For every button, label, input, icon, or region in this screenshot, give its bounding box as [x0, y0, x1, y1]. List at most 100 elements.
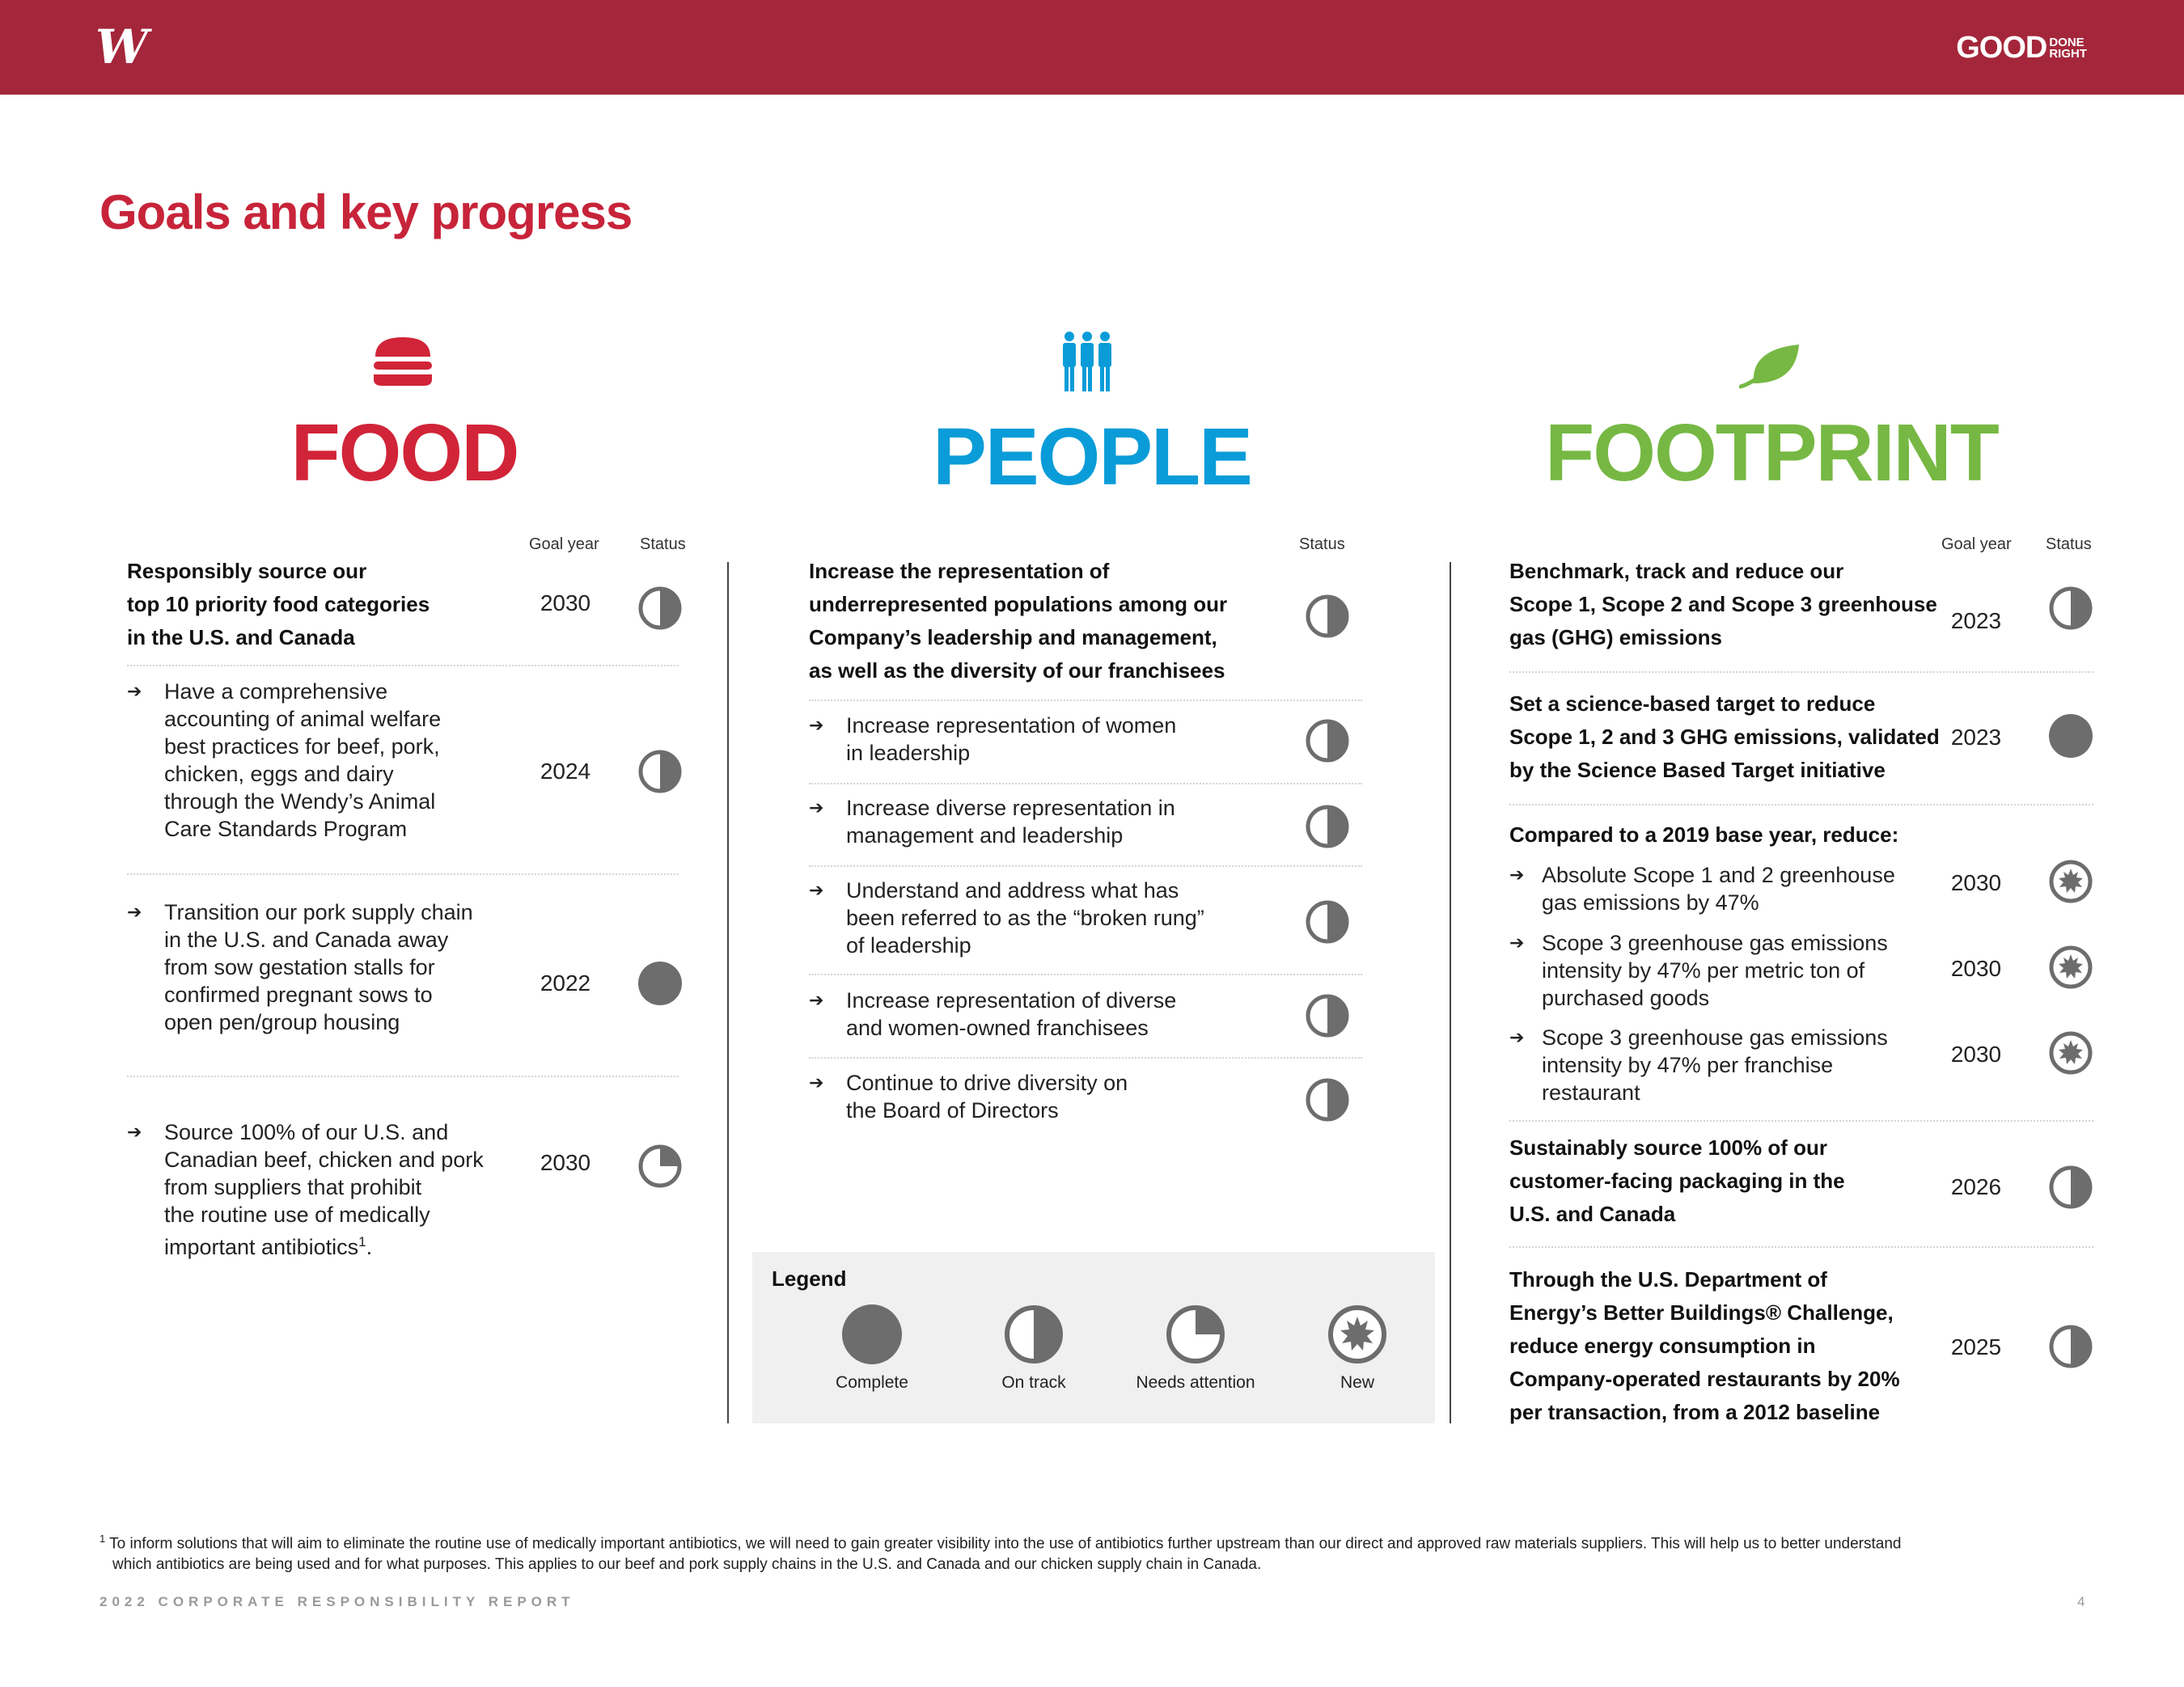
footprint-reduce-heading: Compared to a 2019 base year, reduce: — [1509, 822, 1899, 847]
arrow-icon: ➔ — [809, 715, 824, 735]
footprint-separator-2 — [1509, 804, 2093, 805]
footprint-goal-year-header: Goal year — [1941, 535, 2012, 553]
good-done-right-logo: GOOD DONE RIGHT — [1956, 31, 2087, 65]
food-goal-3-year: 2022 — [540, 970, 591, 996]
pillar-food: FOOD — [290, 408, 520, 498]
food-separator-3 — [127, 1076, 679, 1077]
people-separator-1 — [809, 700, 1362, 701]
on-track-icon — [638, 750, 682, 793]
people-separator-4 — [809, 974, 1362, 975]
new-icon — [2049, 1031, 2093, 1075]
arrow-icon: ➔ — [127, 902, 142, 922]
footprint-reduce-1-year: 2030 — [1950, 870, 2002, 895]
column-divider-left — [727, 562, 729, 1423]
footprint-separator-3 — [1509, 1120, 2093, 1122]
food-goal-1-text: Responsibly source our top 10 priority fo… — [127, 559, 430, 649]
burger-icon — [372, 336, 434, 391]
page-title: Goals and key progress — [99, 185, 633, 239]
legend: Legend Complete On track Needs attention… — [752, 1252, 1435, 1423]
people-goal-2-text: ➔ Increase diverse representation in mana… — [809, 796, 1175, 848]
food-goal-3-text: ➔ Transition our pork supply chain in the… — [127, 900, 473, 1034]
footprint-reduce-2-text: ➔ Scope 3 greenhouse gas emissions intens… — [1509, 931, 1888, 1010]
legend-item-on-track: On track — [961, 1304, 1107, 1393]
footprint-goal-4-text: Through the U.S. Department of Energy’s B… — [1509, 1267, 1900, 1424]
footprint-reduce-3-text: ➔ Scope 3 greenhouse gas emissions intens… — [1509, 1025, 1888, 1105]
pillar-people: PEOPLE — [933, 412, 1253, 502]
people-goal-5-text: ➔ Continue to drive diversity on the Boar… — [809, 1071, 1128, 1123]
arrow-icon: ➔ — [127, 681, 142, 701]
complete-icon — [842, 1304, 902, 1364]
footprint-goal-4-year: 2025 — [1950, 1334, 2002, 1359]
new-icon — [1328, 1305, 1386, 1364]
arrow-icon: ➔ — [1509, 932, 1525, 953]
footprint-separator-4 — [1509, 1246, 2093, 1248]
food-goal-year-header: Goal year — [529, 535, 599, 553]
footprint-goal-2-text: Set a science-based target to reduce Scop… — [1509, 691, 1940, 782]
people-status-header: Status — [1299, 535, 1345, 553]
footprint-goal-3-year: 2026 — [1950, 1174, 2002, 1199]
complete-icon — [2049, 714, 2093, 758]
footprint-goal-1-text: Benchmark, track and reduce our Scope 1, … — [1509, 559, 1937, 649]
arrow-icon: ➔ — [1509, 865, 1525, 885]
footer-report-title: 2022 CORPORATE RESPONSIBILITY REPORT — [99, 1594, 575, 1609]
food-separator-1 — [127, 665, 679, 666]
arrow-icon: ➔ — [127, 1122, 142, 1142]
people-separator-3 — [809, 865, 1362, 867]
food-goal-4-text: ➔ Source 100% of our U.S. and Canadian be… — [127, 1120, 484, 1259]
food-goal-1-year: 2030 — [540, 590, 591, 615]
food-goal-2-year: 2024 — [540, 759, 591, 784]
footprint-status-header: Status — [2046, 535, 2092, 553]
on-track-icon — [1306, 994, 1349, 1038]
new-icon — [2049, 860, 2093, 903]
legend-item-needs-attention: Needs attention — [1123, 1304, 1268, 1393]
footprint-reduce-2-year: 2030 — [1950, 956, 2002, 981]
on-track-icon — [638, 586, 682, 630]
complete-icon — [638, 962, 682, 1005]
food-goal-4-year: 2030 — [540, 1150, 591, 1175]
people-goal-4-text: ➔ Increase representation of diverse and … — [809, 988, 1177, 1040]
on-track-icon — [1306, 900, 1349, 944]
footprint-goal-2-year: 2023 — [1950, 725, 2002, 750]
people-goal-1-text: ➔ Increase representation of women in lea… — [809, 713, 1177, 765]
arrow-icon: ➔ — [809, 797, 824, 818]
footprint-separator-1 — [1509, 671, 2093, 673]
on-track-icon — [2049, 1325, 2093, 1368]
header-bar: W GOOD DONE RIGHT — [0, 0, 2184, 95]
footprint-reduce-3-year: 2030 — [1950, 1042, 2002, 1067]
arrow-icon: ➔ — [1509, 1027, 1525, 1047]
new-icon — [2049, 945, 2093, 989]
on-track-icon — [2049, 1165, 2093, 1209]
arrow-icon: ➔ — [809, 990, 824, 1010]
on-track-icon — [1306, 594, 1349, 638]
legend-item-new: New — [1285, 1304, 1430, 1393]
arrow-icon: ➔ — [809, 1072, 824, 1093]
food-goal-2-text: ➔ Have a comprehensive accounting of anim… — [127, 679, 442, 841]
on-track-icon — [1306, 1078, 1349, 1122]
on-track-icon — [1306, 805, 1349, 848]
people-icon — [1061, 330, 1113, 397]
people-main-goal-text: Increase the representation of underrepre… — [809, 559, 1228, 683]
needs-attention-icon — [638, 1144, 682, 1188]
footprint-goal-3-text: Sustainably source 100% of our customer-f… — [1509, 1135, 1845, 1226]
on-track-icon — [2049, 586, 2093, 630]
footprint-reduce-1-text: ➔ Absolute Scope 1 and 2 greenhouse gas e… — [1509, 863, 1895, 915]
pillar-footprint: FOOTPRINT — [1545, 408, 2000, 498]
needs-attention-icon — [1166, 1305, 1225, 1364]
leaf-icon — [1738, 341, 1802, 394]
food-separator-2 — [127, 873, 679, 875]
people-separator-5 — [809, 1057, 1362, 1059]
people-separator-2 — [809, 783, 1362, 784]
on-track-icon — [1005, 1305, 1063, 1364]
legend-item-complete: Complete — [799, 1304, 945, 1393]
wendys-logo: W — [95, 19, 149, 74]
people-goal-3-text: ➔ Understand and address what has been re… — [809, 878, 1204, 958]
food-status-header: Status — [640, 535, 686, 553]
column-divider-right — [1450, 562, 1451, 1423]
footnote: 1 To inform solutions that will aim to e… — [99, 1533, 1902, 1574]
footnote-ref: 1 — [358, 1234, 366, 1249]
page-number: 4 — [2077, 1594, 2085, 1609]
legend-title: Legend — [772, 1266, 847, 1291]
arrow-icon: ➔ — [809, 880, 824, 900]
footprint-goal-1-year: 2023 — [1950, 608, 2002, 633]
on-track-icon — [1306, 719, 1349, 763]
